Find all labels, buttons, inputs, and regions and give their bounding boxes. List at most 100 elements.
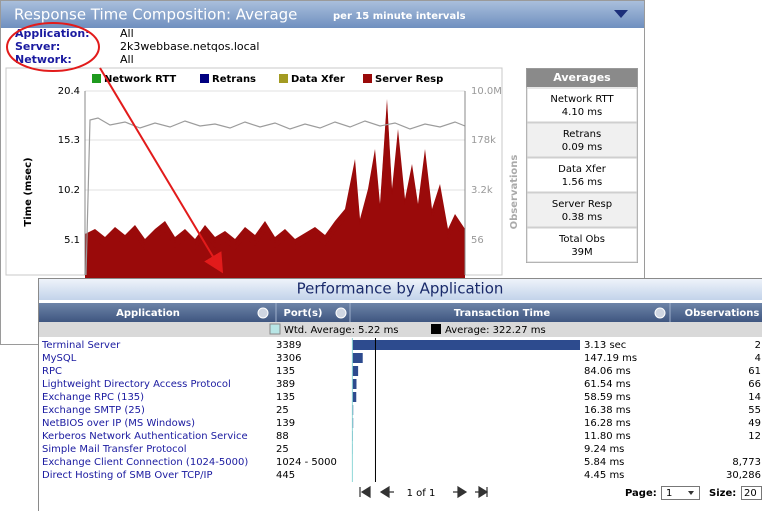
application-link[interactable]: Simple Mail Transfer Protocol [42, 444, 187, 455]
first-page-button[interactable] [359, 485, 371, 499]
filter-value: 2k3webbase.netqos.local [120, 40, 259, 53]
ports: 3306 [276, 353, 301, 364]
transaction-time: 4.45 ms [584, 470, 624, 481]
ports: 139 [276, 418, 295, 429]
application-link[interactable]: RPC [42, 366, 62, 377]
legend-swatch [92, 74, 101, 83]
averages-cell [526, 157, 638, 193]
observations-line [85, 117, 466, 276]
plot-area [84, 90, 466, 286]
legend-swatch [363, 74, 372, 83]
ports: 25 [276, 405, 289, 416]
prev-page-button[interactable] [379, 485, 394, 499]
title-bar [39, 279, 762, 300]
application-link[interactable]: MySQL [42, 353, 77, 364]
annotation [6, 22, 224, 274]
application-link[interactable]: Exchange SMTP (25) [42, 405, 145, 416]
ports: 389 [276, 379, 295, 390]
time-bar [352, 353, 363, 363]
average-label: Total Obs [558, 234, 605, 245]
average-legend-row [39, 322, 762, 337]
observations: 14 [748, 392, 761, 403]
application-link[interactable]: Terminal Server [41, 340, 121, 351]
legend-label: Server Resp [375, 74, 443, 85]
transaction-time: 9.24 ms [584, 444, 624, 455]
application-link[interactable]: Lightweight Directory Access Protocol [42, 379, 231, 390]
bottom-panel: Performance by Application Application Por… [38, 278, 762, 511]
column-header[interactable]: Port(s) [283, 308, 322, 319]
column-header[interactable]: Application [116, 308, 180, 319]
annotation-arrow [99, 67, 224, 274]
panel-title: Response Time Composition: Average [14, 6, 297, 24]
observations: 8,773 [732, 457, 761, 468]
time-bar [352, 392, 357, 402]
panel-subtitle: per 15 minute intervals [333, 11, 466, 22]
average-value: 0.38 ms [562, 212, 602, 223]
average-value: 0.09 ms [562, 142, 602, 153]
y2-axis-title: Observations [509, 155, 520, 230]
average-label: Data Xfer [558, 164, 607, 175]
y-axis-title: Time (msec) [23, 157, 34, 226]
y2-tick-label: 56 [471, 235, 484, 246]
sort-icon[interactable] [257, 307, 269, 319]
application-link[interactable]: Exchange Client Connection (1024-5000) [42, 457, 248, 468]
time-bar [352, 340, 580, 350]
observations: 61 [748, 366, 761, 377]
page-label: Page: [625, 488, 657, 499]
column-header[interactable]: Transaction Time [454, 308, 550, 319]
ports: 88 [276, 431, 289, 442]
averages-cell [526, 227, 638, 263]
page-select[interactable] [661, 486, 700, 500]
application-link[interactable]: Exchange RPC (135) [42, 392, 144, 403]
sort-icon[interactable] [654, 307, 666, 319]
next-page-button[interactable] [453, 485, 468, 499]
observations: 30,286 [726, 470, 761, 481]
ports: 135 [276, 392, 295, 403]
time-bar [352, 379, 357, 389]
y2-tick-label: 178k [471, 135, 496, 146]
page-value: 1 [666, 488, 672, 499]
wtd-average-label: Wtd. Average: 5.22 ms [284, 325, 399, 336]
page-count: 1 of 1 [407, 488, 436, 499]
size-value: 20 [744, 488, 757, 499]
transaction-time: 84.06 ms [584, 366, 631, 377]
legend-label: Data Xfer [291, 74, 345, 85]
application-link[interactable]: Direct Hosting of SMB Over TCP/IP [42, 470, 212, 481]
application-link[interactable]: Kerberos Network Authentication Service [42, 431, 248, 442]
averages-title: Averages [553, 71, 611, 84]
sort-icon[interactable] [335, 307, 347, 319]
filter-label: Application: [15, 27, 90, 40]
last-page-button[interactable] [475, 485, 489, 499]
average-label: Average: 322.27 ms [445, 325, 546, 336]
collapse-button[interactable] [614, 10, 628, 18]
transaction-time: 3.13 sec [584, 340, 626, 351]
y-tick-label: 10.2 [58, 185, 80, 196]
title-bar [1, 1, 644, 28]
averages-cell [526, 122, 638, 158]
filter-value: All [120, 27, 134, 40]
select-arrow [688, 491, 694, 495]
legend-swatch [279, 74, 288, 83]
average-value: 39M [571, 247, 592, 258]
observations: 4 [755, 353, 761, 364]
y-tick-label: 20.4 [58, 86, 80, 97]
column-header[interactable]: Observations [685, 308, 760, 319]
y2-tick-label: 10.0M [471, 86, 502, 97]
observations: 55 [748, 405, 761, 416]
transaction-time: 61.54 ms [584, 379, 631, 390]
y-tick-label: 5.1 [64, 235, 80, 246]
transaction-time: 16.38 ms [584, 405, 631, 416]
transaction-time: 16.28 ms [584, 418, 631, 429]
filter-label: Network: [15, 53, 72, 66]
ports: 3389 [276, 340, 301, 351]
highlight-ellipse [6, 22, 100, 72]
ports: 445 [276, 470, 295, 481]
ports: 1024 - 5000 [276, 457, 337, 468]
observations: 49 [748, 418, 761, 429]
application-link[interactable]: NetBIOS over IP (MS Windows) [42, 418, 195, 429]
transaction-time: 11.80 ms [584, 431, 631, 442]
size-label: Size: [709, 488, 736, 499]
panel-title: Performance by Application [297, 280, 504, 298]
